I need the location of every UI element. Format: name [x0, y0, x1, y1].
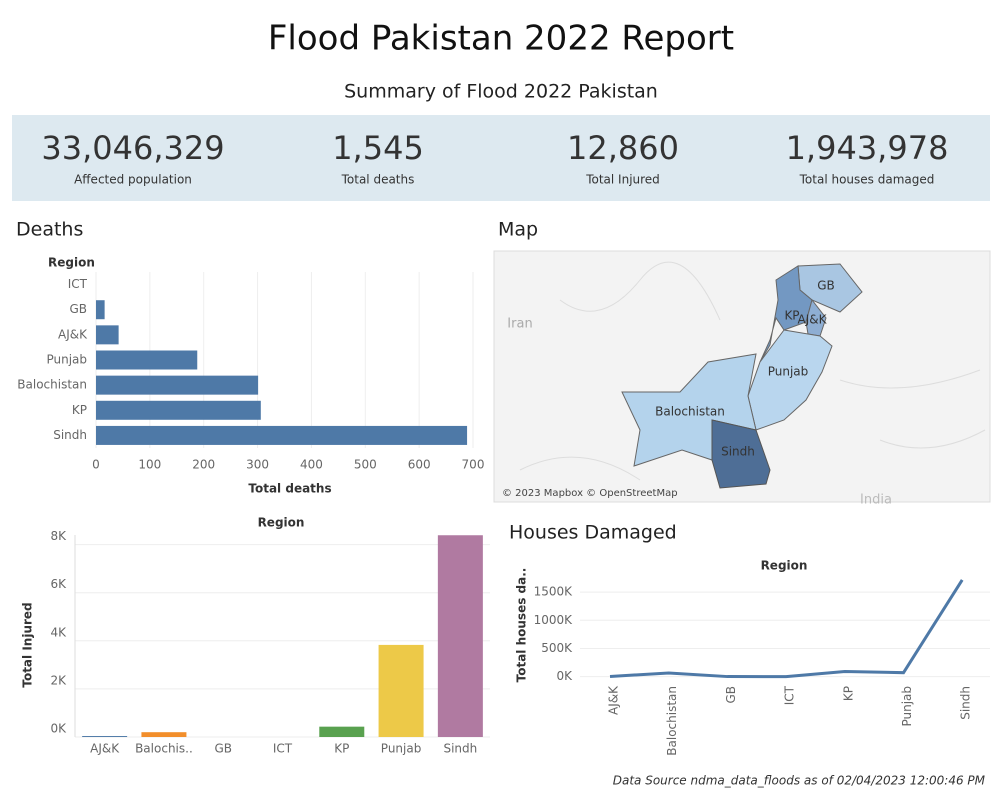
x-tick-label: ICT — [273, 742, 293, 756]
axis-title: Total houses da.. — [515, 568, 529, 683]
x-tick-label: 200 — [192, 458, 215, 472]
y-tick-label: 1500K — [534, 585, 574, 599]
map: GB KP AJ&K Punjab Balochistan Sindh Iran… — [493, 250, 991, 508]
bar — [378, 644, 424, 737]
x-tick-label: Balochistan — [665, 686, 679, 756]
kpi-value: 33,046,329 — [41, 129, 224, 167]
kpi-value: 1,943,978 — [786, 129, 949, 167]
bar — [96, 400, 261, 420]
chart-title: Region — [761, 559, 808, 573]
chart-title: Region — [258, 516, 305, 530]
bar — [96, 325, 119, 345]
bar — [96, 350, 198, 370]
x-tick-label: KP — [841, 686, 855, 701]
region-ajk — [805, 298, 827, 337]
bar — [437, 535, 483, 737]
y-tick-label: 8K — [50, 529, 67, 543]
x-tick-label: 500 — [354, 458, 377, 472]
bar — [319, 726, 365, 737]
axis-title: Total Injured — [21, 602, 35, 687]
kpi-value: 1,545 — [332, 129, 424, 167]
bar — [96, 425, 468, 445]
y-tick-label: KP — [72, 403, 87, 417]
x-tick-label: 300 — [246, 458, 269, 472]
y-tick-label: 6K — [50, 577, 67, 591]
region-sindh — [711, 419, 771, 489]
region-label: Sindh — [721, 445, 755, 459]
bar — [96, 375, 259, 395]
bar — [82, 736, 128, 737]
x-tick-label: 0 — [92, 458, 100, 472]
x-tick-label: 100 — [138, 458, 161, 472]
title: Flood Pakistan 2022 Report — [268, 19, 734, 59]
region-punjab — [747, 329, 833, 431]
y-tick-label: 2K — [50, 673, 67, 687]
kpi-band — [12, 115, 990, 201]
place-label: India — [860, 493, 892, 508]
x-tick-label: ICT — [783, 685, 797, 705]
y-tick-label: ICT — [68, 277, 88, 291]
x-tick-label: GB — [214, 742, 232, 756]
y-tick-label: 0K — [50, 722, 67, 736]
y-tick-label: 0K — [556, 669, 573, 683]
heading: Map — [498, 219, 538, 241]
region-label: AJ&K — [798, 313, 828, 327]
x-tick-label: 600 — [408, 458, 431, 472]
x-tick-label: AJ&K — [90, 742, 120, 756]
x-tick-label: Punjab — [381, 742, 422, 756]
kpi-label: Total houses damaged — [799, 173, 935, 187]
region-label: GB — [817, 279, 835, 293]
x-tick-label: Sindh — [959, 686, 973, 720]
map-border — [519, 261, 986, 481]
bar — [141, 732, 187, 737]
x-tick-label: 700 — [462, 458, 485, 472]
kpi-label: Total Injured — [585, 173, 660, 187]
subtitle: Summary of Flood 2022 Pakistan — [344, 81, 658, 103]
bar — [96, 300, 105, 320]
x-tick-label: Sindh — [443, 742, 477, 756]
footer: Data Source ndma_data_floods as of 02/04… — [613, 774, 986, 788]
axis-label: Region — [48, 256, 95, 270]
x-tick-label: Balochis.. — [135, 742, 193, 756]
heading: Deaths — [16, 219, 83, 241]
axis-title: Total deaths — [248, 482, 331, 496]
region-label: KP — [784, 309, 799, 323]
region-label: Punjab — [768, 365, 809, 379]
kpi-label: Total deaths — [341, 173, 415, 187]
region-kp — [759, 265, 813, 363]
heading: Houses Damaged — [509, 522, 677, 544]
x-tick-label: Punjab — [900, 686, 914, 727]
place-label: Iran — [507, 317, 532, 332]
kpi-label: Affected population — [74, 173, 192, 187]
y-tick-label: AJ&K — [58, 327, 88, 341]
y-tick-label: Punjab — [46, 353, 87, 367]
y-tick-label: Sindh — [53, 428, 87, 442]
y-tick-label: 500K — [541, 641, 573, 655]
y-tick-label: 4K — [50, 625, 67, 639]
line — [609, 579, 964, 679]
x-tick-label: 400 — [300, 458, 323, 472]
x-tick-label: GB — [724, 686, 738, 704]
attribution: © 2023 Mapbox © OpenStreetMap — [502, 488, 678, 499]
y-tick-label: GB — [69, 302, 87, 316]
x-tick-label: KP — [334, 742, 349, 756]
y-tick-label: 1000K — [534, 613, 574, 627]
kpi-value: 12,860 — [567, 129, 679, 167]
x-tick-label: AJ&K — [607, 685, 621, 715]
y-tick-label: Balochistan — [17, 378, 87, 392]
region-label: Balochistan — [655, 405, 725, 419]
